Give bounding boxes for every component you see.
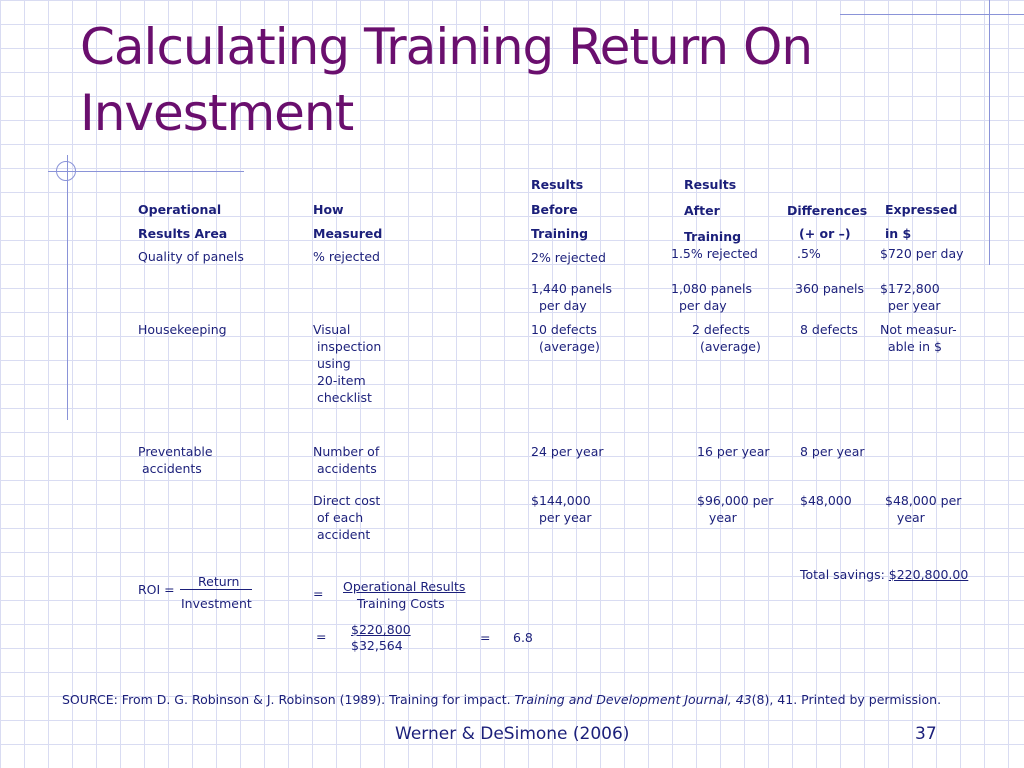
roi-training-costs: Training Costs bbox=[357, 596, 445, 611]
header-results-before-3: Training bbox=[531, 226, 589, 241]
source-suffix: (8), 41. Printed by permission. bbox=[751, 692, 942, 707]
roi-fraction-line bbox=[180, 589, 252, 590]
cell-quality-after-1: 1.5% rejected bbox=[671, 246, 758, 261]
header-results-before-2: Before bbox=[531, 202, 578, 217]
roi-cost-value: $32,564 bbox=[351, 638, 403, 653]
cell-housekeeping-diff: 8 defects bbox=[800, 322, 858, 337]
total-savings-label: Total savings: bbox=[800, 567, 889, 582]
cell-accidents-diff-1: 8 per year bbox=[800, 444, 865, 459]
cell-housekeeping-exp: Not measur- able in $ bbox=[880, 322, 957, 354]
cell-accidents-diff-2: $48,000 bbox=[800, 493, 852, 508]
header-plus-minus: (+ or –) bbox=[799, 226, 851, 241]
roi-numerator: Return bbox=[198, 574, 240, 589]
decorative-line-vertical bbox=[67, 155, 68, 420]
roi-equals-2: = bbox=[316, 629, 327, 644]
cell-housekeeping-area: Housekeeping bbox=[138, 322, 227, 337]
cell-accidents-exp-2: $48,000 per year bbox=[885, 493, 962, 525]
cell-quality-before-2: 1,440 panels per day bbox=[531, 281, 612, 313]
header-results-after-1: Results bbox=[684, 177, 737, 192]
cell-accidents-before-2: $144,000 per year bbox=[531, 493, 592, 525]
header-operational: Operational bbox=[138, 202, 222, 217]
cell-quality-diff-2: 360 panels bbox=[795, 281, 865, 296]
header-differences: Differences bbox=[787, 203, 868, 218]
cell-quality-area: Quality of panels bbox=[138, 249, 244, 264]
total-savings: Total savings: $220,800.00 bbox=[800, 566, 968, 583]
roi-savings-value: $220,800 bbox=[351, 622, 411, 637]
cell-quality-before-1: 2% rejected bbox=[531, 250, 606, 265]
cell-housekeeping-after: 2 defects (average) bbox=[692, 322, 761, 354]
roi-label: ROI = bbox=[138, 582, 175, 597]
roi-equals-3: = bbox=[480, 630, 491, 645]
total-savings-value: $220,800.00 bbox=[888, 567, 969, 582]
cell-accidents-how-2: Direct cost of each accident bbox=[313, 493, 381, 542]
cell-accidents-area: Preventable accidents bbox=[138, 444, 213, 476]
footer-credit: Werner & DeSimone (2006) bbox=[395, 724, 630, 744]
page-number: 37 bbox=[915, 724, 937, 744]
source-prefix: SOURCE: From D. G. Robinson & J. Robinso… bbox=[62, 692, 515, 707]
source-citation: SOURCE: From D. G. Robinson & J. Robinso… bbox=[62, 691, 941, 708]
header-in-dollars: in $ bbox=[885, 226, 912, 241]
decorative-circle bbox=[56, 161, 76, 181]
roi-denominator: Investment bbox=[181, 596, 252, 611]
source-journal: Training and Development Journal, 43 bbox=[514, 692, 752, 707]
decorative-line-top bbox=[840, 14, 1024, 15]
header-how: How bbox=[313, 202, 344, 217]
cell-quality-exp-1: $720 per day bbox=[880, 246, 964, 261]
decorative-line-right bbox=[989, 0, 990, 265]
cell-quality-after-2: 1,080 panels per day bbox=[671, 281, 752, 313]
header-results-after-2: After bbox=[684, 203, 720, 218]
header-results-area: Results Area bbox=[138, 226, 228, 241]
cell-housekeeping-how: Visual inspection using 20-item checklis… bbox=[313, 322, 382, 405]
header-measured: Measured bbox=[313, 226, 383, 241]
roi-equals-1: = bbox=[313, 586, 324, 601]
decorative-line-horizontal bbox=[48, 171, 244, 172]
header-results-before-1: Results bbox=[531, 177, 584, 192]
cell-quality-exp-2: $172,800 per year bbox=[880, 281, 941, 313]
header-expressed: Expressed bbox=[885, 202, 958, 217]
cell-accidents-after-2: $96,000 per year bbox=[697, 493, 774, 525]
header-results-after-3: Training bbox=[684, 229, 742, 244]
cell-quality-how: % rejected bbox=[313, 249, 380, 264]
slide-title: Calculating Training Return On Investmen… bbox=[80, 18, 813, 142]
roi-result: 6.8 bbox=[513, 630, 533, 645]
cell-accidents-before-1: 24 per year bbox=[531, 444, 604, 459]
cell-housekeeping-before: 10 defects (average) bbox=[531, 322, 600, 354]
cell-accidents-how-1: Number of accidents bbox=[313, 444, 380, 476]
roi-operational-results: Operational Results bbox=[343, 579, 466, 594]
cell-accidents-after-1: 16 per year bbox=[697, 444, 770, 459]
cell-quality-diff-1: .5% bbox=[797, 246, 821, 261]
